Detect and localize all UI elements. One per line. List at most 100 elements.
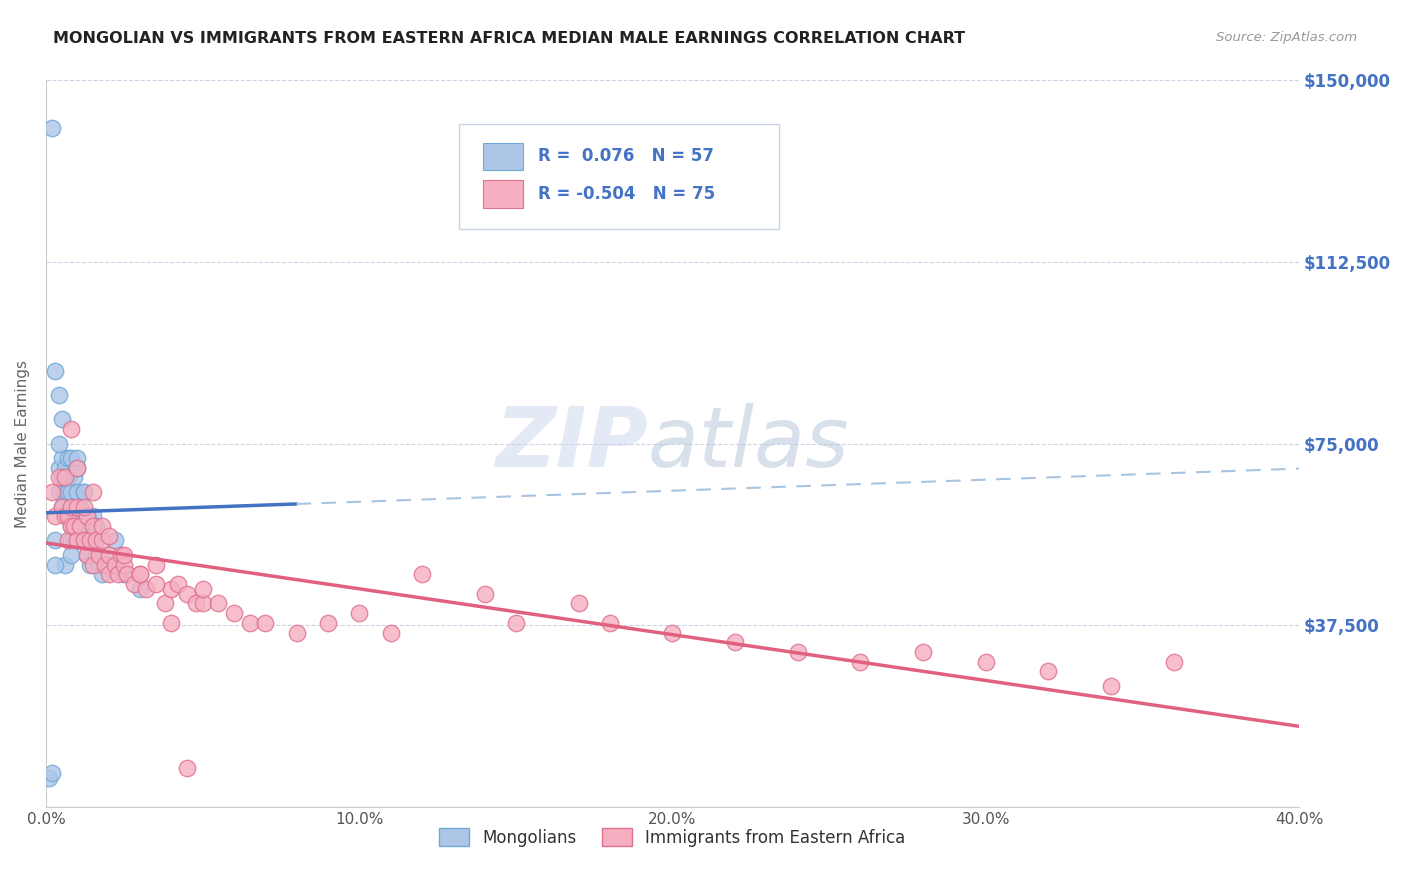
Point — [104, 558, 127, 572]
Point — [56, 485, 79, 500]
Point — [63, 533, 86, 548]
Point — [51, 412, 73, 426]
Point — [135, 582, 157, 596]
Point — [63, 470, 86, 484]
Point — [207, 597, 229, 611]
Point — [38, 771, 60, 785]
Point — [112, 558, 135, 572]
Point — [53, 485, 76, 500]
Point — [254, 615, 277, 630]
Point — [72, 533, 94, 548]
Point — [56, 470, 79, 484]
Point — [48, 460, 70, 475]
Text: R = -0.504   N = 75: R = -0.504 N = 75 — [538, 186, 716, 203]
Point — [786, 645, 808, 659]
Point — [160, 615, 183, 630]
Point — [84, 548, 107, 562]
Point — [153, 597, 176, 611]
FancyBboxPatch shape — [484, 143, 523, 170]
Point — [69, 500, 91, 514]
Point — [724, 635, 747, 649]
Point — [176, 587, 198, 601]
Point — [505, 615, 527, 630]
Point — [191, 597, 214, 611]
Point — [285, 625, 308, 640]
Point — [97, 567, 120, 582]
Point — [239, 615, 262, 630]
Point — [166, 577, 188, 591]
Point — [82, 519, 104, 533]
Point — [48, 485, 70, 500]
Point — [56, 533, 79, 548]
Point — [60, 519, 83, 533]
Point — [51, 500, 73, 514]
Point — [91, 519, 114, 533]
Point — [97, 528, 120, 542]
Point — [72, 485, 94, 500]
Point — [76, 509, 98, 524]
Point — [76, 548, 98, 562]
Point — [72, 485, 94, 500]
Point — [44, 364, 66, 378]
Text: ZIP: ZIP — [495, 403, 647, 484]
Point — [186, 597, 208, 611]
Point — [347, 606, 370, 620]
Text: MONGOLIAN VS IMMIGRANTS FROM EASTERN AFRICA MEDIAN MALE EARNINGS CORRELATION CHA: MONGOLIAN VS IMMIGRANTS FROM EASTERN AFR… — [53, 31, 966, 46]
Point — [41, 766, 63, 780]
Point — [51, 470, 73, 484]
Point — [60, 485, 83, 500]
Point — [89, 548, 111, 562]
Point — [60, 500, 83, 514]
Point — [63, 500, 86, 514]
Point — [122, 577, 145, 591]
Point — [41, 485, 63, 500]
Point — [60, 422, 83, 436]
Point — [51, 451, 73, 466]
Point — [176, 761, 198, 775]
Point — [1163, 655, 1185, 669]
Point — [60, 451, 83, 466]
Point — [76, 509, 98, 524]
Point — [91, 533, 114, 548]
Point — [1099, 679, 1122, 693]
Point — [63, 519, 86, 533]
Point — [79, 533, 101, 548]
Point — [60, 533, 83, 548]
Point — [66, 509, 89, 524]
Point — [411, 567, 433, 582]
Point — [66, 500, 89, 514]
Point — [1038, 665, 1060, 679]
Point — [66, 533, 89, 548]
Point — [66, 460, 89, 475]
Point — [53, 558, 76, 572]
Point — [60, 548, 83, 562]
Point — [912, 645, 935, 659]
Point — [82, 485, 104, 500]
Point — [661, 625, 683, 640]
Point — [79, 558, 101, 572]
Point — [89, 558, 111, 572]
Point — [41, 121, 63, 136]
Point — [129, 582, 152, 596]
Point — [44, 533, 66, 548]
Point — [72, 500, 94, 514]
Point — [82, 509, 104, 524]
Point — [69, 519, 91, 533]
Point — [51, 500, 73, 514]
Point — [599, 615, 621, 630]
Point — [82, 558, 104, 572]
Point — [76, 548, 98, 562]
Point — [91, 567, 114, 582]
Legend: Mongolians, Immigrants from Eastern Africa: Mongolians, Immigrants from Eastern Afri… — [433, 822, 912, 854]
Point — [53, 470, 76, 484]
Point — [69, 519, 91, 533]
Point — [76, 519, 98, 533]
Point — [567, 597, 589, 611]
Point — [129, 567, 152, 582]
Point — [84, 533, 107, 548]
FancyBboxPatch shape — [460, 124, 779, 229]
Point — [145, 558, 167, 572]
Point — [316, 615, 339, 630]
Point — [97, 548, 120, 562]
Point — [104, 533, 127, 548]
